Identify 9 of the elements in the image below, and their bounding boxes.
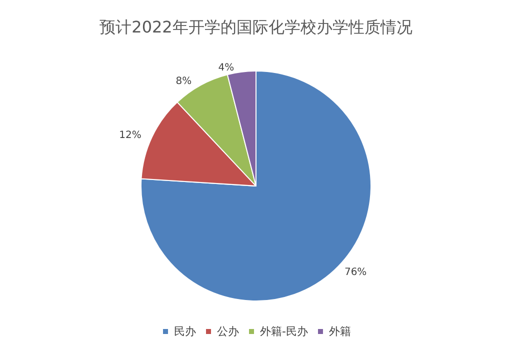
legend-label: 公办 xyxy=(217,325,240,338)
legend-label: 民办 xyxy=(174,325,196,338)
data-label: 8% xyxy=(176,76,192,88)
chart-title: 预计2022年开学的国际化学校办学性质情况 xyxy=(100,18,412,36)
data-label: 76% xyxy=(344,267,367,278)
legend-label: 外籍-民办 xyxy=(260,325,308,338)
legend-label: 外籍 xyxy=(328,325,351,338)
data-label: 4% xyxy=(218,62,234,74)
data-label: 12% xyxy=(119,130,142,141)
